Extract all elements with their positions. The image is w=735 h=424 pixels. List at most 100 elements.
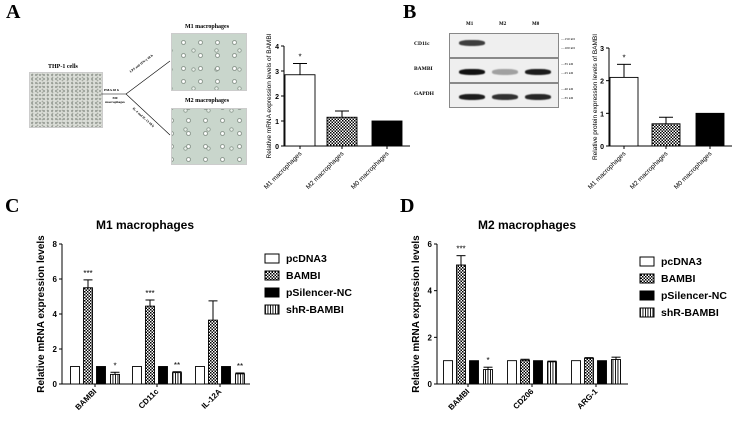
blot-row-cd11c [449, 33, 559, 58]
y-tick-label: 2 [275, 94, 279, 101]
bar [507, 360, 517, 385]
y-tick-label: 6 [428, 240, 433, 249]
m1-macrophages-image [171, 33, 247, 91]
panel-label-d: D [400, 195, 415, 217]
m0-step-label: PMA 48 h [104, 88, 119, 92]
legend-label: pcDNA3 [286, 253, 327, 265]
significance-label: *** [456, 245, 465, 254]
significance-label: *** [83, 269, 92, 278]
y-tick-label: 0 [600, 144, 604, 151]
chart-2: 0 2 4 6 8 Relative mRNA expression levels M1 m… [36, 218, 352, 412]
bar [284, 74, 316, 147]
significance-label: ** [237, 362, 243, 371]
y-tick-label: 8 [53, 240, 58, 249]
y-tick-label: 3 [600, 46, 604, 53]
panel-label-c: C [5, 195, 20, 217]
blot-row-label: CD11c [414, 41, 430, 47]
blot-band [459, 94, 485, 100]
bar [584, 357, 594, 385]
bar [651, 123, 681, 147]
m2-image-title: M2 macrophages [185, 98, 230, 104]
bar [158, 366, 168, 385]
kd-marker: —35 kD [561, 62, 574, 66]
legend-label: pSilencer-NC [661, 290, 727, 302]
thp1-cells-image [29, 72, 103, 128]
x-tick-label: M2 macrophages [305, 150, 346, 191]
panel-label-b: B [403, 1, 417, 23]
y-axis-label: Relative mRNA expression levels [411, 235, 422, 393]
bar [96, 366, 106, 385]
chart-3: 0 2 4 6 Relative mRNA expression levels M2 ma… [411, 218, 727, 412]
bar [326, 116, 358, 147]
legend-label: BAMBI [661, 273, 695, 285]
bar [456, 264, 466, 385]
significance-label: * [486, 356, 489, 365]
bar [110, 373, 120, 385]
x-tick-label: BAMBI [74, 387, 99, 412]
chart-title: M1 macrophages [96, 218, 194, 232]
bar [208, 319, 218, 385]
chart-title: M2 macrophages [478, 218, 576, 232]
bar [221, 366, 231, 385]
lane-label: M1 [466, 22, 474, 27]
blot-band [492, 69, 518, 75]
bar [83, 287, 93, 385]
blot-band [459, 69, 485, 75]
m2-macrophages-image [171, 108, 247, 165]
bar [132, 366, 142, 385]
kd-marker: —150 kD [561, 37, 575, 41]
lane-label: M2 [499, 22, 507, 27]
m1-image-title: M1 macrophages [185, 24, 230, 30]
blot-band [459, 40, 485, 46]
legend-swatch [264, 253, 280, 264]
legend-swatch [264, 270, 280, 281]
y-tick-label: 6 [53, 275, 58, 284]
y-tick-label: 1 [275, 119, 279, 126]
panel-label-a: A [6, 1, 21, 23]
legend-label: shR-BAMBI [286, 304, 344, 316]
legend-label: BAMBI [286, 270, 320, 282]
y-tick-label: 4 [275, 44, 279, 51]
legend-label: shR-BAMBI [661, 307, 719, 319]
bar [695, 112, 725, 147]
y-tick-label: 4 [53, 310, 58, 319]
x-tick-label: CD11c [137, 387, 161, 411]
y-tick-label: 2 [53, 345, 58, 354]
bar [443, 360, 453, 385]
blot-row-gapdh [449, 83, 559, 108]
blot-band [525, 94, 551, 100]
x-tick-label: IL-12A [200, 387, 224, 411]
bar [609, 76, 639, 147]
bar [533, 360, 543, 385]
kd-marker: —35 kD [561, 96, 574, 100]
legend-swatch [639, 273, 655, 284]
bar [235, 373, 245, 385]
bar [597, 360, 607, 385]
bar [520, 359, 530, 385]
y-tick-label: 1 [600, 111, 604, 118]
kd-marker: —40 kD [561, 87, 574, 91]
significance-label: ** [174, 361, 180, 370]
y-axis-label: Relative protein expression levels of BA… [592, 34, 599, 160]
x-tick-label: BAMBI [447, 387, 472, 412]
blot-row-label: BAMBI [414, 66, 433, 72]
bar [547, 361, 557, 385]
y-tick-label: 0 [53, 380, 58, 389]
legend-label: pSilencer-NC [286, 287, 352, 299]
bar [70, 366, 80, 385]
legend-swatch [264, 304, 280, 315]
legend-label: pcDNA3 [661, 256, 702, 268]
blot-row-bambi [449, 58, 559, 83]
m0-label: M0 macrophages [105, 96, 125, 104]
legend-swatch [264, 287, 280, 298]
y-tick-label: 0 [428, 380, 433, 389]
y-axis-label: Relative mRNA expression levels [36, 235, 47, 393]
thp1-title: THP-1 cells [48, 64, 78, 70]
legend-swatch [639, 256, 655, 267]
bar [371, 120, 403, 147]
bar [195, 366, 205, 385]
significance-label: *** [145, 289, 154, 298]
